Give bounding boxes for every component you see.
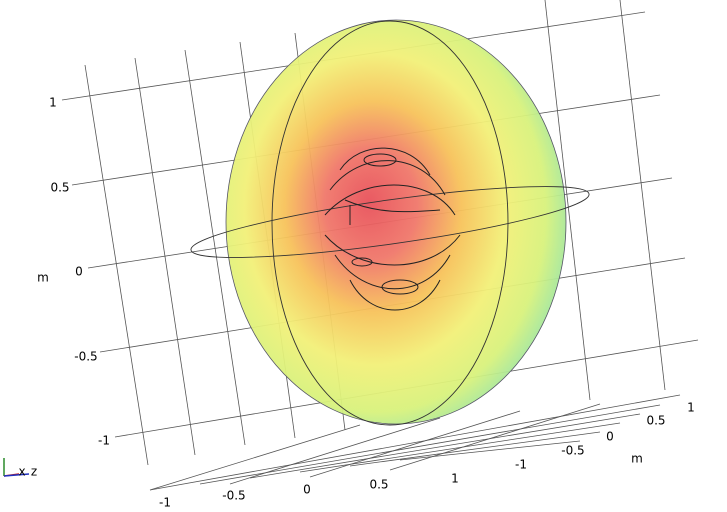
tick-label: 1 [687, 401, 695, 415]
grid-line [199, 404, 661, 485]
grid-line [84, 64, 149, 466]
sphere-surface [225, 19, 567, 425]
tick-label: 0.5 [646, 414, 665, 428]
tick-label: -1 [98, 434, 110, 448]
grid-line [149, 394, 681, 491]
field-line [339, 147, 431, 176]
depth-axis: 1 0.5 0 -0.5 -1 m [515, 401, 695, 472]
triad: x z [3, 458, 37, 479]
tick-label: 0.5 [369, 478, 388, 492]
grid-line [229, 417, 441, 485]
grid-line [309, 410, 521, 478]
grid [61, 0, 699, 491]
tick-label: -0.5 [561, 444, 584, 458]
grid-line [134, 57, 196, 456]
grid-line [619, 0, 666, 391]
field-line [344, 199, 441, 213]
grid-line [299, 422, 621, 473]
grid-line [399, 440, 581, 461]
triad-label: z [31, 465, 37, 479]
axis-unit: m [631, 452, 643, 466]
tick-label: 1 [49, 96, 57, 110]
tick-label: 0 [75, 265, 83, 279]
tick-label: 0 [303, 483, 311, 497]
equator-ring [190, 186, 590, 258]
field-line [329, 160, 446, 196]
tick-label: 1 [451, 472, 459, 486]
vertical-axis: 1 0.5 0 -0.5 -1 m [37, 96, 110, 448]
tick-label: -1 [515, 458, 527, 472]
grid-line [149, 424, 361, 491]
tick-label: -1 [159, 496, 171, 510]
tick-label: -0.5 [222, 489, 245, 503]
grid-line [184, 49, 246, 446]
field-line [349, 279, 441, 311]
coil [381, 279, 419, 295]
field-line [324, 184, 456, 216]
meridian [271, 20, 509, 426]
grid-line [544, 0, 591, 401]
field-lines [324, 147, 461, 311]
front-axis: -1 -0.5 0 0.5 1 [159, 472, 459, 510]
field-line [334, 254, 451, 290]
tick-label: -0.5 [74, 350, 97, 364]
coil [363, 153, 397, 167]
tick-label: 0.5 [50, 181, 69, 195]
triad-label: x [18, 465, 25, 479]
tick-label: 0 [606, 430, 614, 444]
grid-line [389, 403, 601, 471]
triad-axis [3, 473, 30, 477]
grid-line [349, 431, 601, 467]
grid-line [249, 413, 641, 479]
field-line [324, 234, 461, 266]
axis-unit: m [37, 271, 49, 285]
